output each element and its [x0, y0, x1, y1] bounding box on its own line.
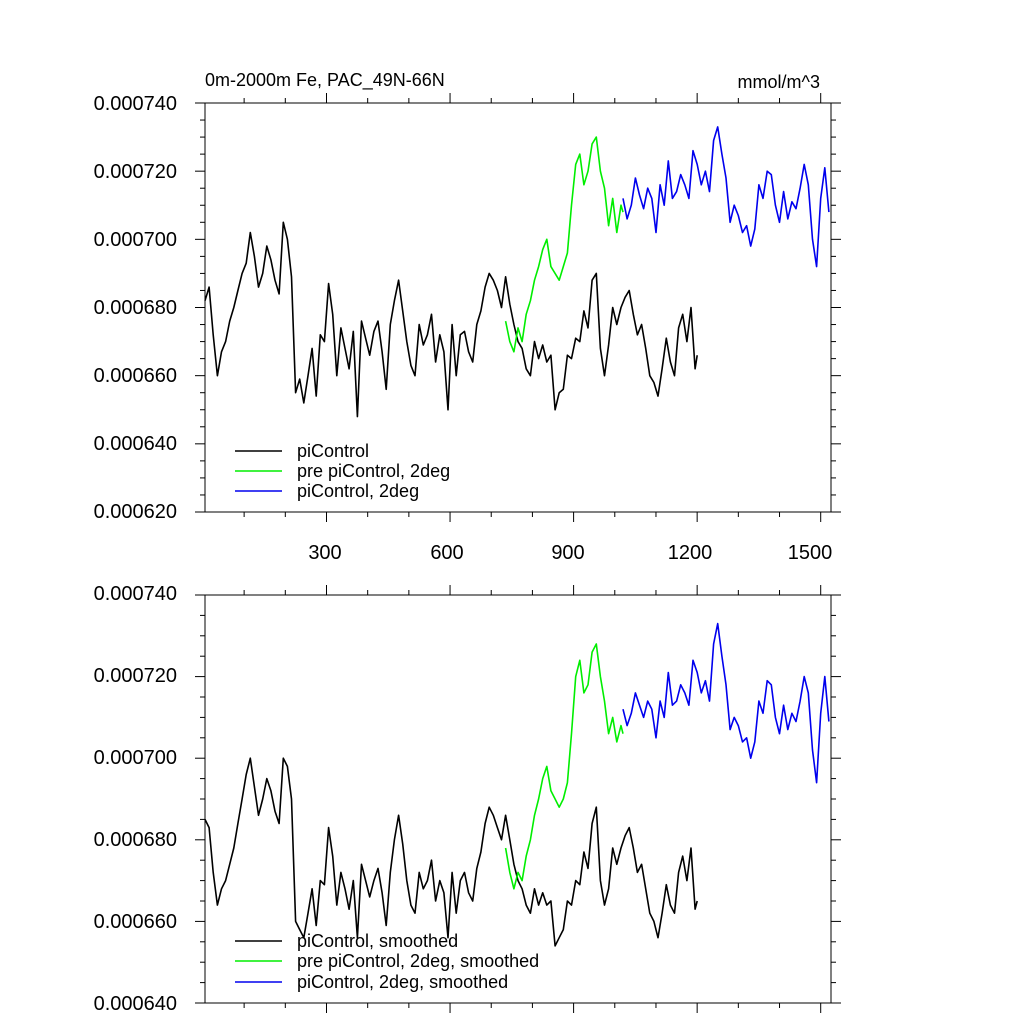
y-tick-label: 0.000740: [94, 583, 177, 605]
series-line-picontrol: [204, 221, 698, 418]
y-tick-label: 0.000660: [94, 365, 177, 387]
legend: piControl pre piControl, 2deg piControl,…: [235, 441, 450, 501]
y-tick-label: 0.000700: [94, 747, 177, 769]
legend: piControl, smoothed pre piControl, 2deg,…: [235, 931, 539, 992]
y-tick-label: 0.000640: [94, 433, 177, 455]
series-line-picontrol-2deg-smoothed: [622, 622, 830, 784]
legend-label: piControl: [297, 441, 369, 461]
legend-label: piControl, 2deg, smoothed: [297, 972, 508, 992]
x-tick-label: 900: [551, 542, 584, 564]
y-tick-label: 0.000620: [94, 501, 177, 523]
y-tick-label: 0.000700: [94, 229, 177, 251]
plot-title: 0m-2000m Fe, PAC_49N-66N: [205, 70, 445, 91]
y-tick-label: 0.000680: [94, 297, 177, 319]
bottom-plot-panel: 0.000640 0.000660 0.000680 0.000700 0.00…: [94, 583, 841, 1015]
series-line-picontrol-smoothed: [204, 757, 698, 947]
top-plot-panel: 0m-2000m Fe, PAC_49N-66N mmol/m^3 0.0006…: [94, 70, 841, 564]
legend-label: piControl, 2deg: [297, 481, 419, 501]
series-line-pre-picontrol-2deg: [504, 136, 624, 353]
units-label: mmol/m^3: [738, 72, 820, 92]
y-tick-label: 0.000720: [94, 665, 177, 687]
legend-label: pre piControl, 2deg, smoothed: [297, 951, 539, 971]
x-tick-label: 1500: [788, 542, 833, 564]
series-line-pre-picontrol-2deg-smoothed: [504, 643, 624, 890]
legend-label: piControl, smoothed: [297, 931, 458, 951]
y-tick-label: 0.000660: [94, 911, 177, 933]
x-tick-label: 600: [430, 542, 463, 564]
series-line-picontrol-2deg: [622, 126, 830, 268]
legend-label: pre piControl, 2deg: [297, 461, 450, 481]
x-tick-label: 300: [308, 542, 341, 564]
y-tick-label: 0.000640: [94, 993, 177, 1015]
x-tick-label: 1200: [668, 542, 713, 564]
y-tick-label: 0.000740: [94, 93, 177, 115]
y-tick-label: 0.000720: [94, 161, 177, 183]
y-tick-label: 0.000680: [94, 829, 177, 851]
